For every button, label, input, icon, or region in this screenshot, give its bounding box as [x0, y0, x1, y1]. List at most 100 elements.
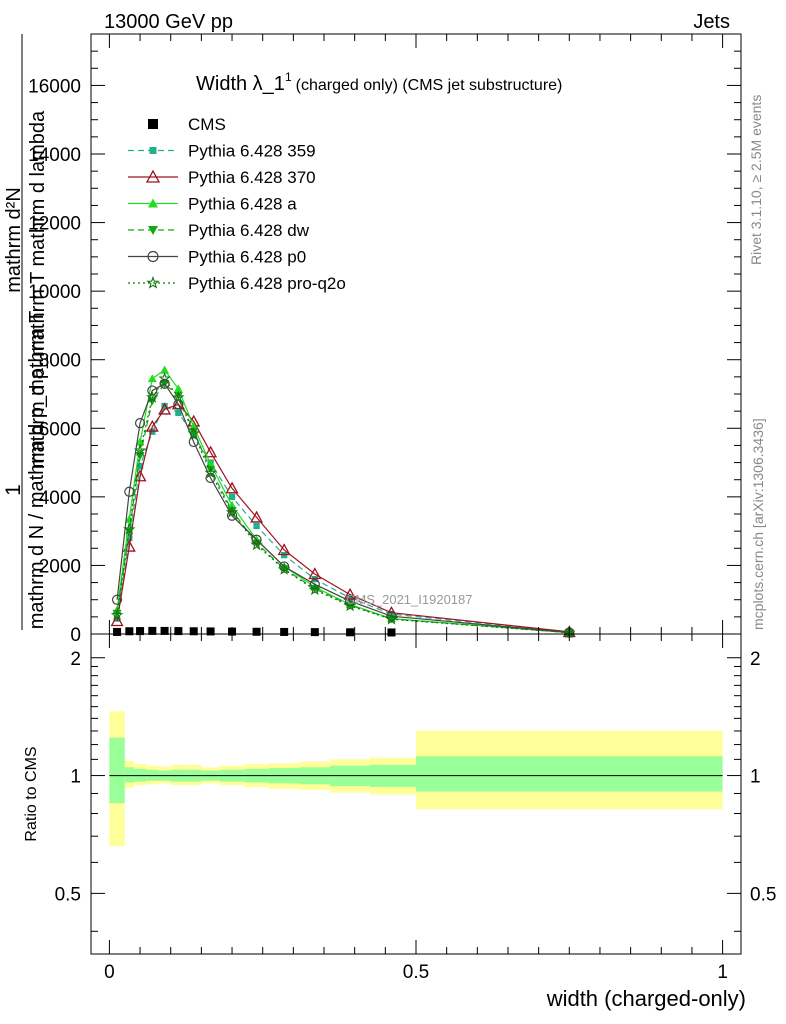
data-point-pythia-6-428-p0	[111, 594, 123, 605]
main-y-tick-label: 8000	[39, 351, 81, 372]
main-y-tick-label: 12000	[28, 214, 81, 235]
ratio-y-tick-label-left: 1	[70, 767, 81, 788]
data-point-pythia-6-428-dw	[173, 392, 183, 401]
data-point-cms	[174, 627, 183, 636]
data-point-pythia-6-428-370	[158, 402, 172, 415]
ratio-y-tick-label-right: 1	[750, 767, 761, 788]
data-point-pythia-6-428-370	[277, 543, 291, 556]
data-point-cms	[125, 627, 134, 636]
data-point-pythia-6-428-p0	[134, 418, 146, 429]
data-point-pythia-6-428-pro-q2o	[172, 390, 185, 403]
data-point-cms	[280, 627, 289, 636]
chart-title-superscript: 1	[285, 70, 292, 84]
legend-entry-pythia-6-428-370: Pythia 6.428 370	[128, 168, 316, 187]
data-point-pythia-6-428-a	[160, 365, 170, 374]
series-pythia-6-428-p0	[111, 378, 575, 638]
series-line-pythia-6-428-370	[116, 403, 570, 633]
data-point-pythia-6-428-370	[110, 614, 124, 627]
series-line-pythia-6-428-a	[116, 369, 570, 634]
header-right-label: Jets	[693, 11, 730, 33]
legend-label: Pythia 6.428 dw	[188, 221, 310, 240]
data-point-pythia-6-428-p0	[147, 385, 158, 396]
ratio-y-tick-label-right: 0.5	[750, 884, 776, 905]
x-tick-label: 1	[717, 962, 728, 983]
main-series-layer	[110, 365, 576, 638]
series-pythia-6-428-pro-q2o	[110, 371, 576, 638]
data-point-pythia-6-428-a	[173, 384, 183, 393]
legend-label: CMS	[188, 115, 226, 134]
data-point-pythia-6-428-370	[308, 567, 322, 580]
legend-label: Pythia 6.428 370	[188, 168, 316, 187]
main-y-tick-label: 10000	[28, 282, 81, 303]
series-line-pythia-6-428-p0	[116, 382, 570, 634]
data-point-pythia-6-428-370	[122, 539, 136, 552]
main-y-tick-label: 14000	[28, 145, 81, 166]
ratio-stat-uncertainty-band	[416, 756, 723, 792]
main-y-tick-label: 4000	[39, 488, 81, 509]
legend-marker	[148, 226, 158, 235]
main-y-tick-label: 6000	[39, 419, 81, 440]
data-point-pythia-6-428-pro-q2o	[385, 612, 398, 625]
main-y-tick-label: 16000	[28, 76, 81, 97]
data-point-pythia-6-428-p0	[124, 486, 135, 497]
legend-marker	[146, 275, 160, 289]
legend-label: Pythia 6.428 a	[188, 195, 297, 214]
chart-title-main: Width λ_1	[196, 73, 285, 95]
legend-entry-pythia-6-428-a: Pythia 6.428 a	[128, 195, 297, 214]
legend-marker	[148, 198, 158, 208]
legend-entry-cms: CMS	[148, 115, 226, 134]
data-point-pythia-6-428-pro-q2o	[278, 562, 291, 575]
ratio-axis-ticks: 0.5 0.5 1 1 2 2 0 0.5 1	[55, 634, 776, 983]
main-y-axis-label-numerator: 1	[2, 484, 25, 496]
data-point-pythia-6-428-p0	[159, 378, 170, 389]
data-point-pythia-6-428-p0	[309, 579, 320, 590]
data-point-pythia-6-428-pro-q2o	[187, 426, 200, 439]
ratio-y-tick-label-right: 2	[750, 649, 761, 670]
data-point-cms	[387, 628, 396, 637]
mcplots-label: mcplots.cern.ch [arXiv:1306.3436]	[750, 418, 766, 630]
legend-entry-pythia-6-428-359: Pythia 6.428 359	[128, 142, 316, 161]
ratio-y-tick-label-left: 0.5	[55, 884, 81, 905]
data-point-pythia-6-428-p0	[226, 510, 238, 521]
main-y-tick-label: 0	[70, 625, 81, 646]
data-point-pythia-6-428-pro-q2o	[308, 583, 322, 596]
x-axis-label: width (charged-only)	[546, 986, 746, 1011]
data-point-cms	[310, 628, 319, 637]
rivet-version-label: Rivet 3.1.10, ≥ 2.5M events	[748, 95, 764, 265]
series-pythia-6-428-370	[110, 397, 576, 638]
ratio-stat-uncertainty-band	[124, 767, 134, 783]
analysis-watermark: CMS_2021_I1920187	[346, 592, 473, 607]
data-point-pythia-6-428-359	[126, 534, 133, 542]
ratio-y-axis-label: Ratio to CMS	[23, 746, 40, 841]
data-point-cms	[189, 627, 198, 636]
data-point-pythia-6-428-a	[124, 514, 134, 523]
data-point-pythia-6-428-pro-q2o	[225, 505, 239, 518]
main-y-axis-label-numerator-line2: mathrm d p_mathrm T mathrm d lambda	[27, 110, 49, 469]
legend: CMS Pythia 6.428 359 Pythia 6.428 370 Pythi…	[128, 115, 346, 293]
data-point-pythia-6-428-370	[133, 469, 147, 482]
legend-entry-pythia-6-428-pro-q2o: Pythia 6.428 pro-q2o	[128, 274, 346, 293]
data-point-pythia-6-428-p0	[188, 436, 199, 448]
data-point-pythia-6-428-pro-q2o	[158, 371, 171, 384]
data-point-cms	[346, 628, 355, 637]
legend-entry-pythia-6-428-p0: Pythia 6.428 p0	[128, 248, 306, 267]
ratio-band-layer	[109, 711, 723, 847]
data-point-pythia-6-428-pro-q2o	[123, 522, 136, 535]
data-point-cms	[160, 626, 169, 635]
legend-marker	[149, 147, 157, 154]
data-point-pythia-6-428-359	[161, 402, 168, 410]
data-point-cms	[148, 626, 157, 635]
data-point-pythia-6-428-370	[250, 510, 264, 523]
main-y-axis-label-numerator-line1: mathrm d²N	[3, 187, 25, 293]
data-point-pythia-6-428-pro-q2o	[146, 390, 159, 403]
ratio-y-tick-label-left: 2	[70, 649, 81, 670]
data-point-pythia-6-428-pro-q2o	[250, 538, 263, 551]
legend-marker	[148, 119, 158, 129]
data-point-pythia-6-428-359	[253, 522, 260, 530]
data-point-pythia-6-428-p0	[251, 534, 262, 545]
legend-marker	[145, 169, 161, 183]
data-point-pythia-6-428-p0	[279, 561, 290, 572]
series-cms	[113, 626, 574, 638]
ratio-stat-uncertainty-band	[109, 737, 125, 804]
